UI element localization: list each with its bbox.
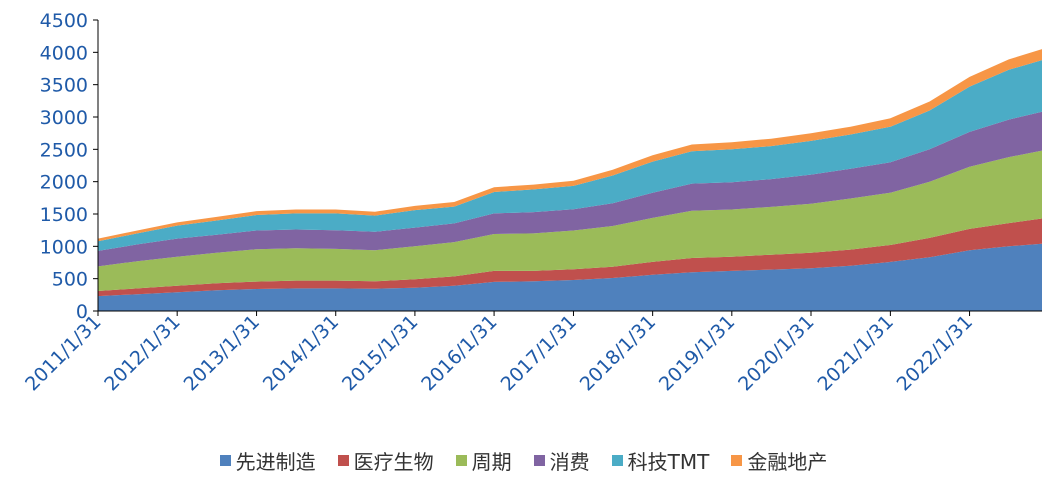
legend-item: 医疗生物 — [337, 446, 434, 475]
x-axis-ticks: 2011/1/312012/1/312013/1/312014/1/312015… — [21, 311, 977, 395]
legend-swatch — [337, 455, 349, 466]
y-axis-ticks: 0 500 1000 1500 2000 2500 3000 3500 4000 4500 — [40, 10, 98, 323]
y-tick-label: 3000 — [40, 107, 88, 129]
legend-swatch — [455, 455, 467, 466]
x-tick-label: 2014/1/31 — [259, 311, 343, 395]
legend-item: 科技TMT — [611, 446, 710, 475]
legend-label: 医疗生物 — [353, 450, 434, 474]
legend-label: 金融地产 — [747, 450, 828, 474]
y-tick-label: 1500 — [40, 204, 88, 226]
x-tick-label: 2012/1/31 — [100, 311, 184, 395]
x-tick-label: 2018/1/31 — [576, 311, 660, 395]
legend-item: 消费 — [533, 446, 590, 475]
area-series-5 — [98, 49, 1042, 242]
y-tick-label: 2000 — [40, 172, 88, 194]
legend-label: 科技TMT — [627, 450, 710, 474]
stacked-area-chart: 0 500 1000 1500 2000 2500 3000 3500 4000 4500 201… — [21, 10, 1042, 395]
area-series-4 — [98, 60, 1042, 251]
legend-item: 先进制造 — [219, 446, 316, 475]
x-tick-label: 2015/1/31 — [338, 311, 422, 395]
y-tick-label: 3500 — [40, 75, 88, 97]
legend-item: 周期 — [455, 446, 512, 475]
x-tick-label: 2016/1/31 — [417, 311, 501, 395]
y-tick-label: 4500 — [40, 10, 88, 32]
area-layers — [98, 49, 1042, 311]
y-tick-label: 2500 — [40, 139, 88, 161]
y-tick-label: 4000 — [40, 42, 88, 64]
legend-swatch — [611, 455, 623, 466]
x-tick-label: 2021/1/31 — [813, 311, 897, 395]
x-tick-label: 2022/1/31 — [893, 311, 977, 395]
legend-swatch — [731, 455, 743, 466]
x-tick-label: 2011/1/31 — [21, 311, 105, 395]
legend-label: 消费 — [549, 450, 590, 474]
x-tick-label: 2013/1/31 — [180, 311, 264, 395]
legend-swatch — [533, 455, 545, 466]
y-tick-label: 0 — [76, 301, 88, 323]
y-tick-label: 1000 — [40, 236, 88, 258]
x-tick-label: 2019/1/31 — [655, 311, 739, 395]
area-series-3 — [98, 111, 1042, 267]
legend-label: 周期 — [471, 450, 512, 474]
y-tick-label: 500 — [52, 269, 88, 291]
legend-swatch — [219, 455, 231, 466]
x-tick-label: 2020/1/31 — [734, 311, 818, 395]
legend-item: 金融地产 — [731, 446, 827, 475]
area-series-1 — [98, 218, 1042, 297]
area-series-2 — [98, 150, 1042, 291]
legend: 先进制造 医疗生物 周期 消费 科技TMT 金融地产 — [0, 446, 1047, 475]
x-tick-label: 2017/1/31 — [497, 311, 581, 395]
area-series-0 — [98, 243, 1042, 311]
legend-label: 先进制造 — [235, 450, 316, 474]
